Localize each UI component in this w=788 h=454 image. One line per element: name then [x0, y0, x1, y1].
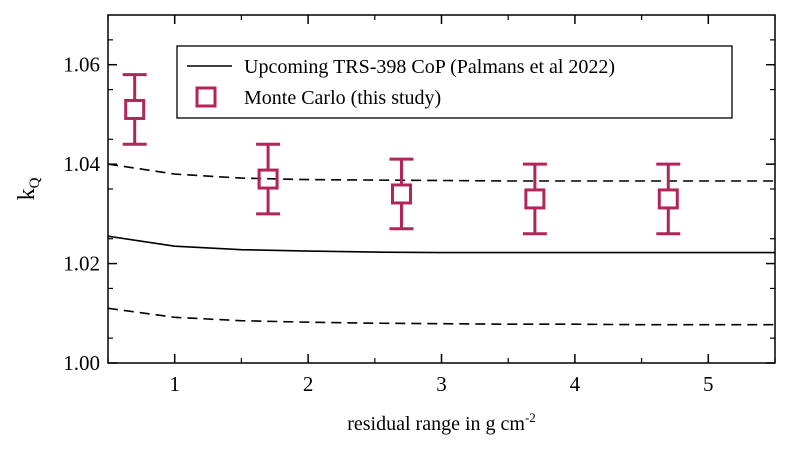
upper-bound-line	[107, 163, 775, 182]
x-tick-label: 1	[169, 372, 180, 396]
x-tick-label: 5	[703, 372, 714, 396]
ticks-layer: 1 2 3 4 5 1.00 1.02 1.04 1.06	[63, 15, 776, 396]
series-layer	[107, 73, 775, 326]
y-tick-label: 1.06	[63, 53, 100, 77]
lower-bound-line	[107, 307, 775, 326]
x-tick-label: 4	[570, 372, 581, 396]
y-tick-label: 1.00	[63, 351, 100, 375]
x-tick-label: 2	[303, 372, 314, 396]
y-tick-label: 1.02	[63, 252, 100, 276]
x-tick-label: 3	[436, 372, 447, 396]
mc-marker	[657, 188, 679, 210]
mc-point	[122, 73, 147, 146]
legend-box	[176, 45, 733, 119]
x-axis-title-superscript: -2	[525, 410, 536, 425]
mc-point	[389, 157, 414, 231]
y-tick-label: 1.04	[63, 152, 100, 176]
legend-marker-swatch	[195, 86, 217, 108]
mc-point	[522, 162, 547, 236]
legend-label-monte-carlo: Monte Carlo (this study)	[244, 87, 441, 109]
mc-marker	[524, 188, 546, 210]
mc-marker	[124, 98, 146, 120]
legend: Upcoming TRS-398 CoP (Palmans et al 2022…	[176, 45, 733, 119]
cop-line	[107, 235, 775, 254]
y-axis-title-text: k	[14, 188, 40, 200]
y-axis-title-subscript: Q	[27, 177, 43, 188]
legend-label-cop: Upcoming TRS-398 CoP (Palmans et al 2022…	[244, 56, 615, 78]
x-axis-title: residual range in g cm-2	[347, 410, 536, 435]
y-axis-title: kQ	[14, 177, 43, 200]
mc-point	[256, 142, 281, 216]
mc-point	[656, 162, 681, 236]
mc-marker	[257, 168, 279, 190]
mc-marker	[390, 183, 412, 205]
x-axis-title-text: residual range in g cm	[347, 413, 525, 435]
